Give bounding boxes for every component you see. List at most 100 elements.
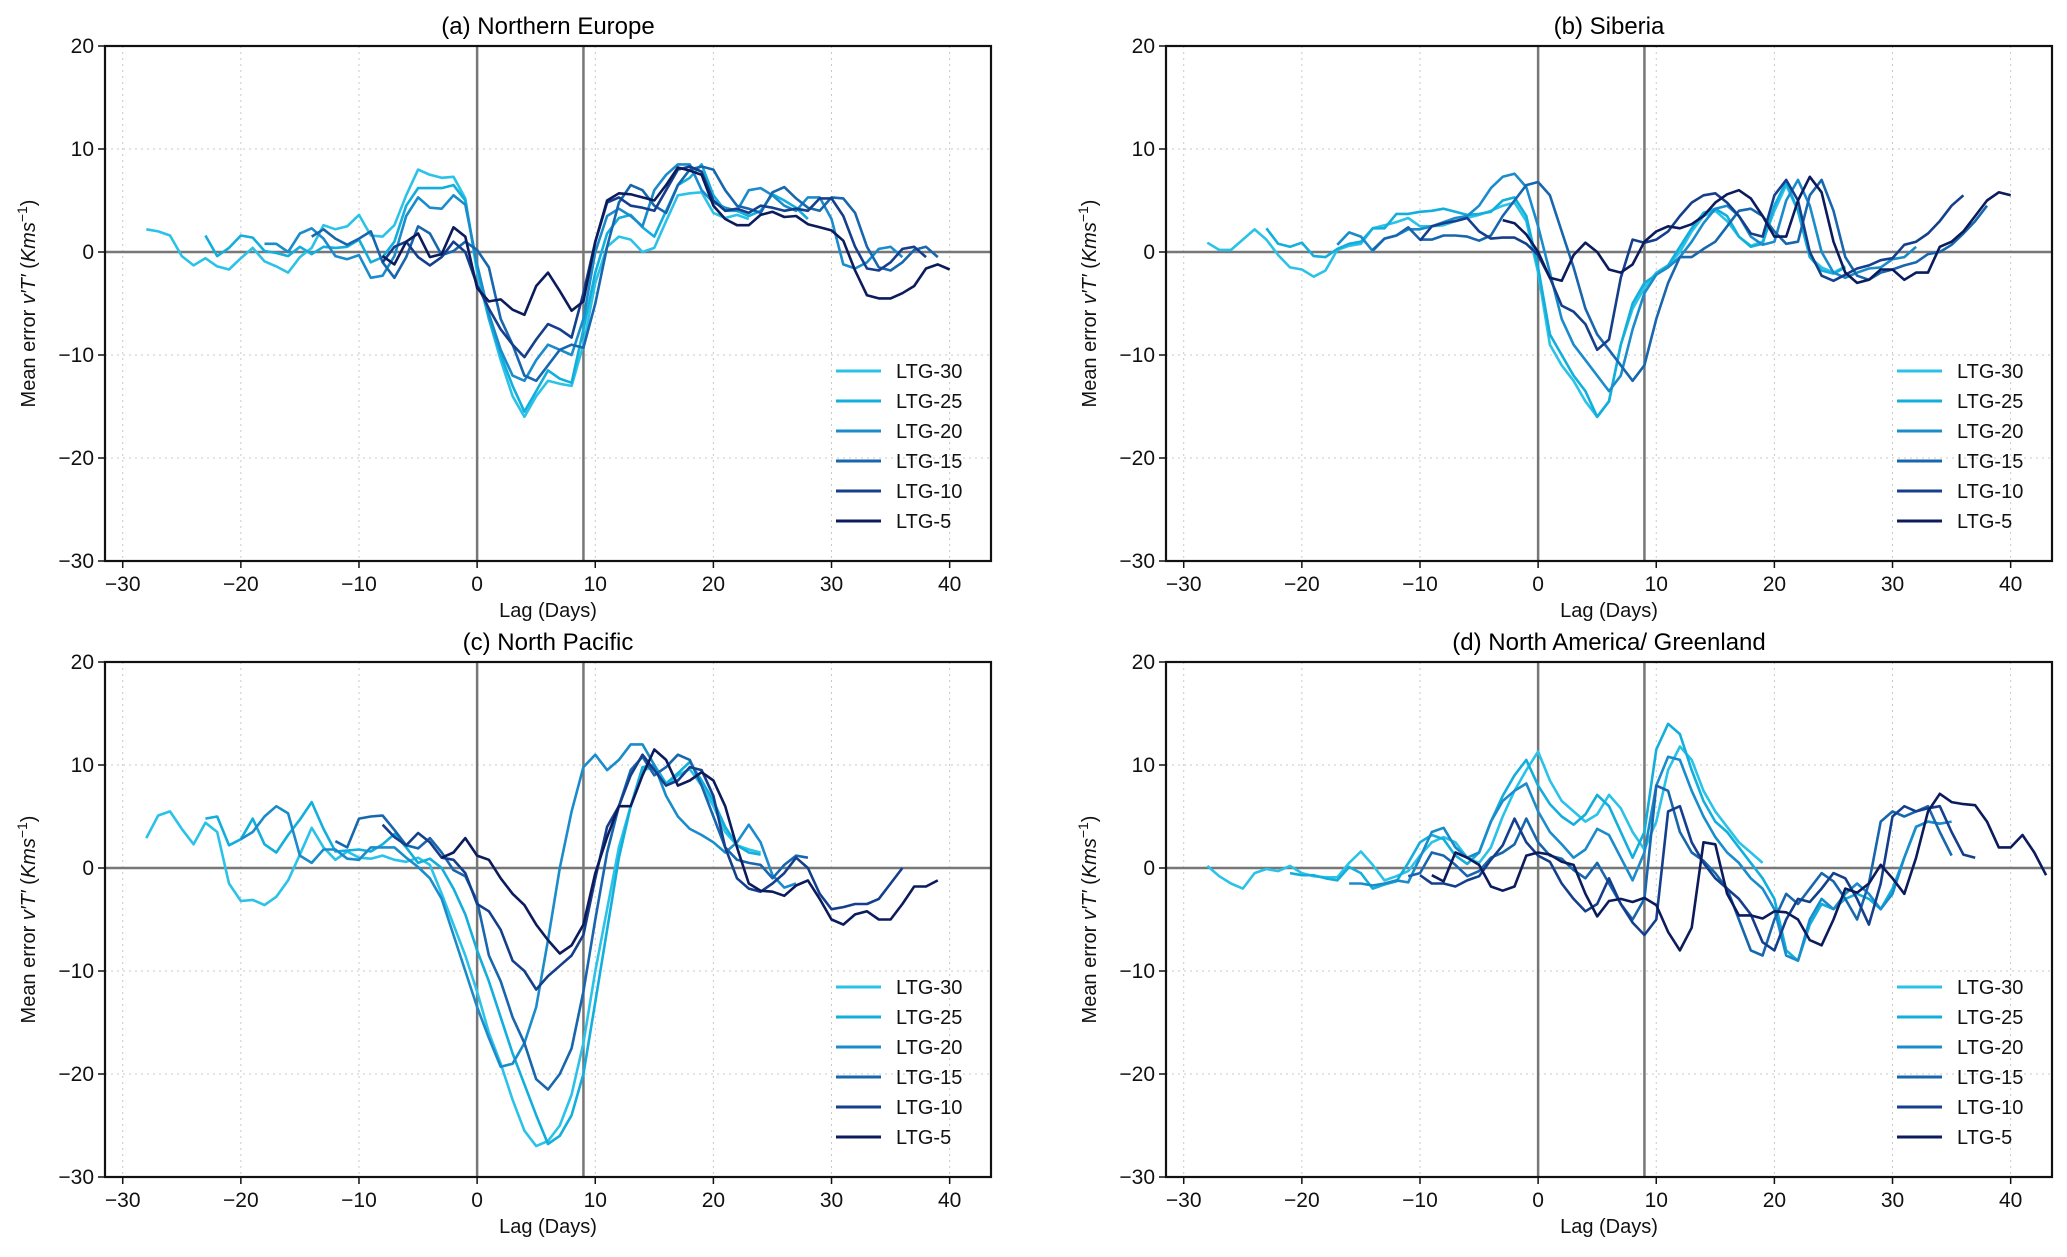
x-tick-label: −10 [1402,1189,1438,1212]
series-line-ltg-10 [1418,178,1965,352]
plot-frame [103,660,993,1179]
legend-label: LTG-20 [896,1037,962,1059]
plot-frame [1164,660,2054,1179]
y-tick-label: −10 [1119,344,1155,367]
y-axis-label-part: Kms [1079,222,1101,262]
y-tick-label: −20 [1119,447,1155,470]
y-tick-label: 10 [1132,754,1155,777]
x-tick-label: −30 [105,1189,141,1212]
x-tick-label: 30 [820,573,843,596]
y-axis-label-part: ( [1079,878,1101,891]
x-tick-label: 30 [820,1189,843,1212]
y-tick-label: −30 [58,1166,94,1189]
plot-frame [103,44,993,563]
x-tick-label: −30 [1166,1189,1202,1212]
legend-label: LTG-10 [896,481,962,503]
x-tick-label: −20 [1284,1189,1320,1212]
y-tick-label: 10 [71,754,94,777]
y-tick-label: 0 [82,241,94,264]
y-axis-label-part: Kms [18,222,40,262]
x-tick-label: 10 [584,573,607,596]
y-tick-label: −30 [1119,550,1155,573]
panel-title: (a) Northern Europe [441,13,654,40]
y-axis-label-part: ( [18,878,40,891]
y-axis-label-part: ) [1079,200,1101,207]
x-tick-label: −10 [341,1189,377,1212]
x-tick-label: 0 [471,573,483,596]
y-axis-label-part: Mean error [1079,304,1101,407]
y-axis-label: Mean error v′T′ (Kms−1) [1075,816,1101,1024]
y-axis-label-part: −1 [14,822,30,838]
series-line-ltg-10 [381,753,904,991]
y-tick-label: −20 [58,447,94,470]
y-tick-label: 0 [1143,241,1155,264]
legend-label: LTG-20 [896,421,962,443]
y-tick-label: −30 [58,550,94,573]
y-axis-label-part: −1 [1075,206,1091,222]
series-line-ltg-25 [1289,722,1941,963]
series-line-ltg-25 [205,760,761,1146]
series-line-ltg-5 [381,166,951,317]
legend-label: LTG-25 [1957,391,2023,413]
y-axis-label-part: v′T′ [18,273,40,304]
y-tick-label: 0 [82,857,94,880]
legend-label: LTG-15 [1957,1067,2023,1089]
panel-title: (c) North Pacific [463,629,634,656]
y-tick-label: −10 [1119,960,1155,983]
x-tick-label: 10 [1645,573,1668,596]
series-line-ltg-5 [1502,175,2012,285]
legend-label: LTG-15 [896,1067,962,1089]
series-line-ltg-10 [1419,804,1976,952]
y-axis-label-part: −1 [14,206,30,222]
panel-1: −30 −20 −10 0 10 20 30 40 −30 −20 −10 0 10 20 (b) Sibe… [1075,13,2054,622]
x-tick-label: 10 [584,1189,607,1212]
legend-label: LTG-5 [896,1127,951,1149]
x-tick-label: −20 [223,1189,259,1212]
x-tick-label: 20 [702,1189,725,1212]
y-tick-label: −30 [1119,1166,1155,1189]
legend-label: LTG-30 [1957,361,2023,383]
series-line-ltg-30 [146,168,750,419]
legend-label: LTG-25 [1957,1007,2023,1029]
y-axis-label-part: ( [18,262,40,275]
y-axis-label-part: Mean error [1079,920,1101,1023]
legend-label: LTG-10 [1957,1097,2023,1119]
y-tick-label: 20 [1132,35,1155,58]
x-tick-label: 20 [702,573,725,596]
x-tick-label: −10 [1402,573,1438,596]
legend-label: LTG-15 [896,451,962,473]
series-line-ltg-15 [1371,178,1989,383]
y-tick-label: −20 [58,1063,94,1086]
legend-label: LTG-5 [1957,1127,2012,1149]
series-line-ltg-30 [1206,745,1764,890]
panel-title: (b) Siberia [1554,13,1665,40]
series-line-ltg-30 [145,765,761,1148]
x-axis-label: Lag (Days) [499,600,597,622]
legend-label: LTG-20 [1957,1037,2023,1059]
x-axis-label: Lag (Days) [1560,600,1658,622]
y-tick-label: −20 [1119,1063,1155,1086]
x-tick-label: −20 [223,573,259,596]
legend-label: LTG-5 [896,511,951,533]
panel-0: −30 −20 −10 0 10 20 30 40 −30 −20 −10 0 10 20 (a) Nort… [14,13,993,622]
y-axis-label: Mean error v′T′ (Kms−1) [14,200,40,408]
x-tick-label: 10 [1645,1189,1668,1212]
panel-3: −30 −20 −10 0 10 20 30 40 −30 −20 −10 0 10 20 (d) Nort… [1075,629,2054,1238]
y-axis-label-part: v′T′ [1079,889,1101,920]
y-tick-label: 0 [1143,857,1155,880]
y-axis-label-part: ) [18,816,40,823]
panel-title: (d) North America/ Greenland [1452,629,1765,656]
y-axis-label-part: Mean error [18,920,40,1023]
series-line-ltg-20 [240,743,797,1069]
y-tick-label: −10 [58,344,94,367]
legend-label: LTG-10 [896,1097,962,1119]
x-tick-label: 0 [1532,573,1544,596]
x-tick-label: 30 [1881,573,1904,596]
x-tick-label: 20 [1763,1189,1786,1212]
series-line-ltg-25 [204,163,809,413]
x-tick-label: 0 [1532,1189,1544,1212]
legend-label: LTG-25 [896,1007,962,1029]
y-tick-label: 20 [1132,651,1155,674]
plot-frame [1164,44,2054,563]
